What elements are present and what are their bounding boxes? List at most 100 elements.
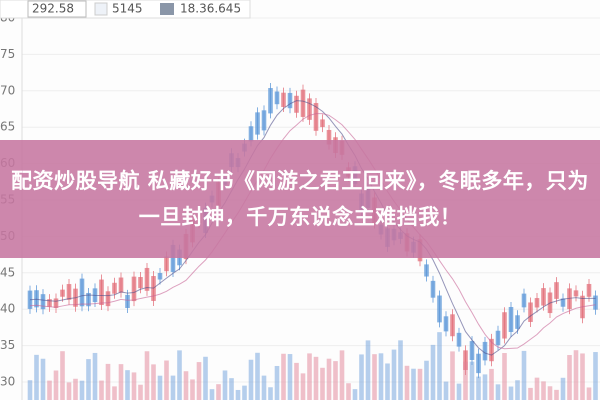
volume-bar <box>242 385 247 400</box>
volume-bar <box>456 383 462 400</box>
volume-bar <box>430 344 436 400</box>
legend-field <box>27 0 87 18</box>
volume-bar <box>534 377 540 400</box>
volume-bar <box>300 373 306 400</box>
volume-bar <box>164 360 169 400</box>
candle-body <box>534 298 540 308</box>
candle-body <box>573 290 579 297</box>
volume-bar <box>47 380 52 400</box>
candle-body <box>157 272 163 280</box>
volume-bar <box>508 386 514 400</box>
candle-body <box>294 95 299 113</box>
volume-bar <box>404 365 410 400</box>
volume-bar <box>424 360 429 400</box>
candle-body <box>105 291 111 307</box>
title-banner: 配资炒股导航 私藏好书《网游之君王回来》，冬眠多年，只为一旦封神，千万东说念主难… <box>0 140 600 258</box>
volume-bar <box>560 377 566 400</box>
volume-bar <box>463 361 468 400</box>
volume-bar <box>333 361 338 400</box>
candle-body <box>112 282 117 294</box>
volume-bar <box>313 356 319 400</box>
candle-body <box>482 341 488 361</box>
candle-body <box>502 312 507 339</box>
candle-body <box>437 295 442 323</box>
axis-label: 70 <box>0 83 15 97</box>
candle-body <box>99 279 104 306</box>
candle-body <box>515 315 520 329</box>
volume-bar <box>60 351 65 400</box>
candle-body <box>541 288 546 306</box>
volume-bar <box>417 368 423 400</box>
candle-body <box>164 256 169 272</box>
volume-bar <box>34 354 39 400</box>
candle-body <box>450 314 455 337</box>
candle-body <box>456 332 462 347</box>
volume-bar <box>365 340 371 400</box>
volume-bar <box>248 359 254 400</box>
article-title: 配资炒股导航 私藏好书《网游之君王回来》，冬眠多年，只为一旦封神，千万东说念主难… <box>11 169 589 229</box>
candle-body <box>508 306 514 333</box>
candle-body <box>118 277 124 293</box>
volume-bar <box>86 359 91 400</box>
volume-bar <box>573 350 579 400</box>
volume-bar <box>274 365 280 400</box>
candle-body <box>586 283 592 297</box>
candle-body <box>281 92 286 107</box>
volume-bar <box>125 370 130 400</box>
volume-bar <box>53 370 59 400</box>
candle-body <box>593 295 598 310</box>
volume-bar <box>209 389 215 400</box>
candle-body <box>47 299 52 307</box>
volume-bar <box>287 354 293 400</box>
volume-bar <box>118 364 124 400</box>
volume-bar <box>131 372 137 400</box>
legend-swatch <box>94 2 108 16</box>
volume-bar <box>554 389 559 400</box>
axis-label: 40 <box>0 302 15 316</box>
volume-bar <box>294 362 299 400</box>
candle-body <box>443 316 449 332</box>
candle-body <box>313 103 319 131</box>
volume-bar <box>105 363 111 400</box>
volume-bar <box>443 381 449 400</box>
candle-body <box>170 244 176 272</box>
volume-bar <box>567 355 572 400</box>
volume-bar <box>495 384 501 400</box>
volume-bar <box>235 389 241 400</box>
volume-bar <box>437 332 442 400</box>
volume-bar <box>541 381 546 400</box>
volume-bar <box>112 386 117 400</box>
candle-body <box>430 280 436 298</box>
volume-bar <box>586 387 592 400</box>
axis-label: 65 <box>0 120 15 134</box>
legend-value: 18.36.645 <box>180 2 241 16</box>
volume-bar <box>521 350 527 400</box>
candle-body <box>326 129 332 145</box>
volume-bar <box>229 378 234 400</box>
candle-body <box>248 126 254 142</box>
volume-bar <box>339 350 345 400</box>
candle-body <box>53 298 59 308</box>
candle-body <box>560 298 566 307</box>
volume-bar <box>378 353 384 400</box>
legend-swatch <box>160 3 174 15</box>
volume-bar <box>255 352 260 400</box>
volume-bar <box>79 380 85 400</box>
candle-body <box>268 88 273 114</box>
volume-bar <box>398 340 403 400</box>
volume-bar <box>515 380 520 400</box>
moving-average <box>29 113 596 350</box>
candle-body <box>463 350 468 370</box>
candle-body <box>66 284 72 300</box>
volume-bar <box>203 356 208 400</box>
volume-bar <box>359 354 364 400</box>
volume-bar <box>391 349 397 400</box>
volume-bar <box>99 380 104 400</box>
volume-bar <box>170 375 176 400</box>
volume-bar <box>144 351 150 400</box>
volume-bar <box>372 354 377 400</box>
candle-body <box>60 289 65 297</box>
volume-bar <box>469 361 475 400</box>
candle-body <box>144 267 150 291</box>
